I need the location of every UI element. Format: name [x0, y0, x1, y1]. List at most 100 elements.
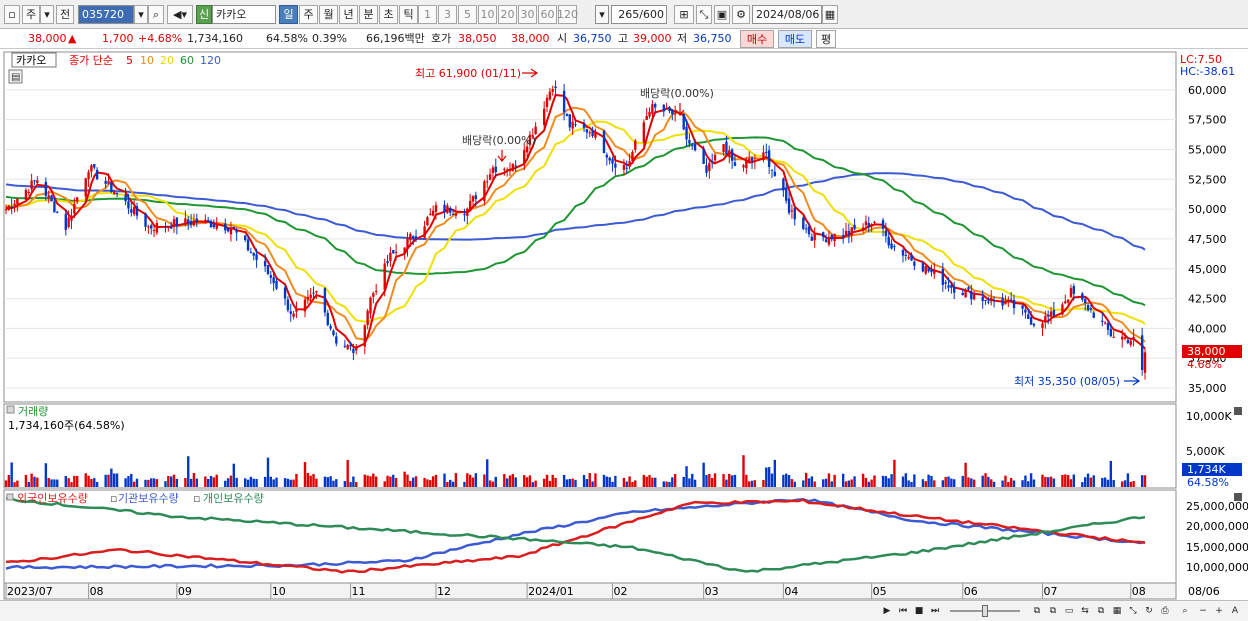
candle-body: [1007, 299, 1010, 301]
calendar-icon[interactable]: ▦: [822, 5, 838, 24]
evaluate-button[interactable]: 평: [816, 30, 836, 48]
interval-button-30[interactable]: 30: [518, 5, 537, 24]
low-annotation: 최저 35,350 (08/05): [1014, 375, 1120, 388]
volume-legend-swatch: [6, 405, 15, 414]
scroll-right-icon[interactable]: ▶: [883, 606, 891, 616]
zoom-slider-handle[interactable]: [982, 605, 988, 617]
date-input[interactable]: 2024/08/06: [752, 5, 822, 24]
font-size-icon[interactable]: A: [1231, 606, 1239, 616]
chart-area[interactable]: 60,000 57,500 55,000 52,500 50,000 47,500 45,0…: [0, 50, 1248, 621]
period-tab-3[interactable]: 년: [339, 5, 358, 24]
holdings-panel-close-icon[interactable]: [1234, 493, 1242, 501]
candle-body: [693, 144, 697, 151]
interval-button-3[interactable]: 3: [438, 5, 457, 24]
stock-chart[interactable]: 60,000 57,500 55,000 52,500 50,000 47,500 45,0…: [0, 50, 1248, 600]
volume-bar: [486, 459, 489, 487]
buy-button[interactable]: 매수: [740, 30, 774, 48]
window-icon[interactable]: ▫: [4, 5, 20, 24]
candle-body: [924, 266, 927, 274]
print-icon[interactable]: ⎙: [1161, 606, 1169, 616]
candle-body: [913, 261, 916, 266]
volume-bar: [1046, 477, 1050, 487]
candle-body: [514, 165, 517, 167]
interval-button-5[interactable]: 5: [458, 5, 477, 24]
volume-bar: [383, 481, 386, 487]
table-icon[interactable]: [8, 69, 23, 84]
draw-tool-icon[interactable]: ⤡: [696, 5, 712, 24]
candle-body: [56, 211, 59, 213]
stock-code-input[interactable]: 035720: [78, 5, 134, 24]
save-icon[interactable]: ▣: [714, 5, 730, 24]
market-dropdown-icon[interactable]: ▾: [40, 5, 54, 24]
search-icon[interactable]: ⌕: [148, 5, 164, 24]
volume-bar: [426, 479, 429, 487]
split-icon[interactable]: ⧉: [1049, 606, 1057, 616]
period-tab-6[interactable]: 틱: [399, 5, 418, 24]
zoom-in-icon[interactable]: +: [1215, 606, 1223, 616]
volume-bar: [155, 479, 159, 487]
market-type-select[interactable]: 주: [22, 5, 40, 24]
last-page-icon[interactable]: ⏭: [930, 606, 940, 616]
candle-body: [1029, 317, 1033, 325]
candle-body: [867, 223, 870, 228]
period-tab-2[interactable]: 월: [319, 5, 338, 24]
period-tab-0[interactable]: 일: [279, 5, 298, 24]
interval-button-10[interactable]: 10: [478, 5, 497, 24]
first-page-icon[interactable]: ⏮: [898, 606, 908, 616]
speaker-icon[interactable]: ◀▾: [167, 5, 193, 24]
interval-dropdown-icon[interactable]: ▾: [595, 5, 609, 24]
volume-bar: [651, 477, 654, 487]
volume-bar: [75, 475, 79, 487]
log-scale-icon[interactable]: ⤡: [1129, 606, 1137, 616]
candle-body: [827, 237, 831, 245]
volume-bar: [64, 475, 67, 487]
candle-body: [1064, 301, 1067, 304]
x-tick-label: 05: [873, 585, 887, 598]
period-tab-1[interactable]: 주: [299, 5, 318, 24]
reset-icon[interactable]: ↻: [1145, 606, 1153, 616]
candle-body: [266, 265, 270, 275]
fit-icon[interactable]: ⧉: [1033, 606, 1041, 616]
volume-bar: [429, 480, 432, 487]
stock-code: 035720: [82, 8, 124, 21]
period-tab-4[interactable]: 분: [359, 5, 378, 24]
period-tab-5[interactable]: 초: [379, 5, 398, 24]
candle-body: [634, 140, 637, 150]
volume-bar: [947, 476, 950, 487]
zoom-out-icon[interactable]: −: [1199, 606, 1207, 616]
volume-panel-close-icon[interactable]: [1234, 407, 1242, 415]
count-input[interactable]: 265/600: [611, 5, 667, 24]
count-max: /600: [639, 8, 664, 21]
volume-bar: [443, 473, 446, 487]
stock-name-field[interactable]: 카카오: [212, 5, 276, 24]
zoom-search-icon[interactable]: ⌕: [1182, 606, 1188, 616]
compare-icon[interactable]: ⇆: [1081, 606, 1089, 616]
volume-bars: [4, 455, 1147, 487]
candle-body: [150, 225, 153, 229]
credit-badge-label: 신: [198, 8, 210, 21]
code-dropdown-icon[interactable]: ▾: [134, 5, 148, 24]
gear-icon[interactable]: ⚙: [732, 5, 750, 24]
overlay-icon[interactable]: ⧉: [1097, 606, 1105, 616]
candle-body: [272, 277, 275, 284]
interval-button-60[interactable]: 60: [538, 5, 557, 24]
interval-button-1[interactable]: 1: [418, 5, 437, 24]
candle-body: [175, 217, 179, 227]
interval-button-20[interactable]: 20: [498, 5, 517, 24]
layout-icon[interactable]: ▭: [1064, 606, 1074, 616]
candle-body: [654, 104, 657, 108]
volume-bar: [491, 481, 495, 487]
volume-bar: [406, 474, 409, 487]
interval-button-120[interactable]: 120: [557, 5, 578, 24]
sell-button[interactable]: 매도: [778, 30, 812, 48]
volume-bar: [289, 479, 292, 487]
stop-icon[interactable]: ■: [914, 606, 924, 616]
volume-bar: [813, 481, 816, 487]
grid-icon[interactable]: ▦: [1112, 606, 1122, 616]
candle-body: [363, 325, 366, 347]
prev-button[interactable]: 전: [56, 5, 74, 24]
crosshair-icon[interactable]: ⊞: [674, 5, 694, 24]
volume-bar: [164, 481, 167, 487]
holdings-lines: [5, 496, 1146, 574]
candle-body: [323, 288, 327, 313]
